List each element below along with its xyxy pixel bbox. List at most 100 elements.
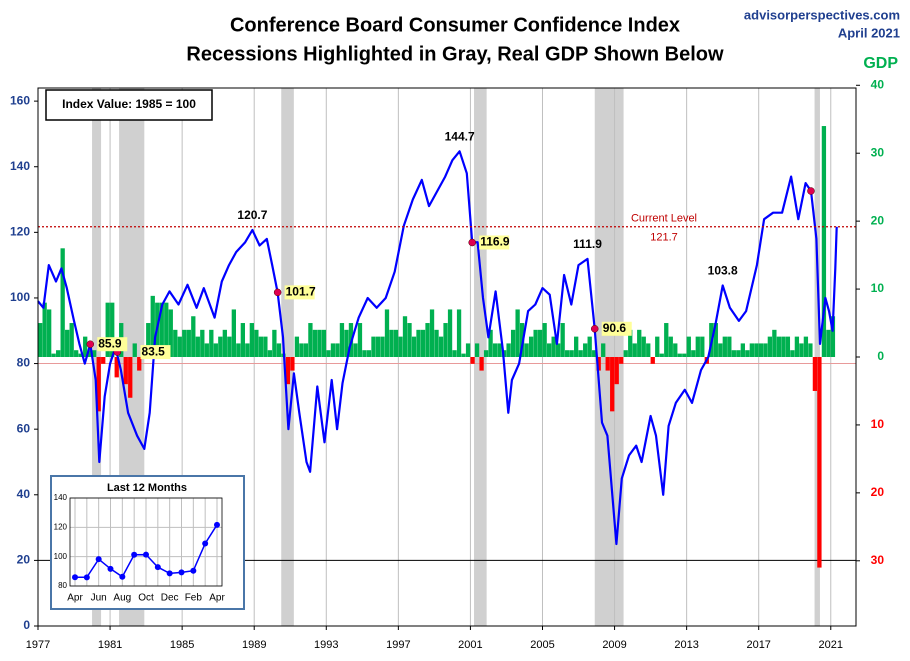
- gdp-bar: [213, 343, 218, 357]
- gdp-bar: [209, 329, 214, 357]
- gdp-bar: [772, 329, 777, 357]
- inset-y-tick-label: 120: [54, 522, 68, 531]
- y-tick-label: 20: [17, 553, 31, 567]
- gdp-bar: [673, 343, 678, 357]
- y-tick-label: 160: [10, 93, 30, 107]
- inset-y-tick-label: 80: [58, 581, 67, 590]
- gdp-bar: [578, 350, 583, 357]
- gdp-bar: [83, 336, 88, 357]
- gdp-bar: [574, 336, 579, 357]
- gdp-bar: [556, 343, 561, 357]
- y2-tick-label: 20: [871, 213, 885, 227]
- gdp-bar: [380, 336, 385, 357]
- gdp-bar: [254, 329, 259, 357]
- y2-tick-label: 30: [871, 553, 885, 567]
- y2-tick-label: 10: [871, 417, 885, 431]
- gdp-bar: [592, 350, 597, 357]
- gdp-bar: [146, 323, 151, 357]
- gdp-bar: [659, 353, 664, 357]
- gdp-bar: [344, 329, 349, 357]
- value-annotation: 101.7: [286, 285, 316, 299]
- x-tick-label: 2013: [674, 639, 698, 651]
- gdp-bar: [546, 343, 552, 357]
- inset-x-tick-label: Apr: [209, 593, 225, 604]
- annotation-highlight: [601, 321, 632, 336]
- value-annotation: 83.5: [141, 344, 165, 358]
- inset-point: [154, 564, 161, 571]
- gdp-bar: [686, 336, 691, 357]
- x-tick-label: 2017: [746, 639, 770, 651]
- gdp-bar: [317, 329, 322, 357]
- gdp-bar: [204, 343, 209, 357]
- gdp-bar: [641, 336, 646, 357]
- gdp-bar: [132, 343, 137, 357]
- gdp-bar: [583, 343, 588, 357]
- y-tick-label: 140: [10, 159, 30, 173]
- gdp-bar: [614, 357, 619, 385]
- gdp-bar: [560, 323, 565, 357]
- value-annotation: 90.6: [603, 321, 627, 335]
- note: Index Value: 1985 = 100: [62, 97, 196, 111]
- y-tick-label: 100: [10, 290, 30, 304]
- gdp-bar: [339, 323, 345, 357]
- marker-dot: [807, 187, 815, 195]
- inset-point: [72, 574, 78, 581]
- gdp-bar: [465, 343, 471, 357]
- gdp-bar: [628, 329, 633, 357]
- gdp-bar: [515, 309, 520, 357]
- gdp-bar: [700, 336, 705, 357]
- gdp-bar: [569, 350, 574, 357]
- gdp-bar: [781, 336, 786, 357]
- inset-x-tick-label: Apr: [67, 593, 83, 604]
- y-tick-label: 60: [17, 421, 31, 435]
- y-tick-label: 80: [17, 356, 31, 370]
- gdp-bar: [754, 343, 759, 357]
- gdp-bar: [447, 309, 453, 357]
- gdp-bar: [78, 353, 83, 357]
- gdp-bar: [312, 329, 318, 357]
- y-tick-label: 120: [10, 225, 30, 239]
- gdp-bar: [389, 329, 394, 357]
- gdp-bar: [411, 336, 417, 357]
- gdp-bar: [429, 309, 435, 357]
- gdp-bar: [587, 336, 592, 357]
- x-tick-label: 1985: [170, 639, 194, 651]
- gdp-bar: [69, 323, 74, 357]
- gdp-bar: [263, 336, 268, 357]
- gdp-bar: [492, 343, 498, 357]
- gdp-bar: [803, 336, 809, 357]
- gdp-bar: [227, 336, 232, 357]
- gdp-bar: [713, 323, 718, 357]
- gdp-bar: [123, 357, 128, 385]
- gdp-bar: [740, 343, 745, 357]
- confidence-line: [37, 150, 838, 546]
- x-tick-label: 1977: [26, 639, 50, 651]
- gdp-bar: [425, 323, 430, 357]
- gdp-bar: [366, 350, 372, 357]
- gdp-bar: [830, 316, 836, 357]
- gdp-bar: [128, 357, 133, 398]
- inset-point: [143, 551, 149, 558]
- inset-point: [119, 573, 126, 580]
- gdp-bar: [452, 350, 457, 357]
- gdp-bar: [758, 343, 764, 357]
- gdp-bar: [326, 350, 331, 357]
- y-tick-label: 40: [17, 487, 31, 501]
- inset-x-tick-label: Feb: [185, 593, 203, 604]
- inset-point: [95, 556, 102, 563]
- gdp-bar: [497, 343, 502, 357]
- note-box: [45, 89, 213, 121]
- inset-point: [131, 551, 138, 558]
- gdp-bar: [524, 343, 529, 357]
- y2-tick-label: 0: [877, 349, 884, 363]
- gdp-bar: [308, 323, 313, 357]
- gdp-bar: [299, 343, 304, 357]
- gdp-bar: [303, 343, 309, 357]
- gdp-bar: [456, 309, 462, 357]
- gdp-bar: [695, 336, 700, 357]
- gdp-bar: [258, 336, 264, 357]
- gdp-bar: [245, 343, 250, 357]
- gdp-bar: [110, 302, 115, 357]
- gdp-bar: [200, 329, 205, 357]
- gdp-bar: [101, 357, 106, 364]
